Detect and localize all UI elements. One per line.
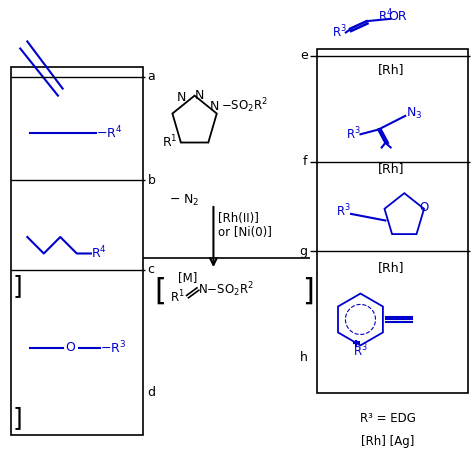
- Text: $-$R$^4$: $-$R$^4$: [96, 125, 122, 142]
- Text: R$^3$: R$^3$: [332, 24, 347, 40]
- Text: d: d: [147, 386, 155, 399]
- Text: N: N: [210, 100, 219, 112]
- Text: N$-$SO$_2$R$^2$: N$-$SO$_2$R$^2$: [198, 281, 254, 299]
- Text: $-$ N$_2$: $-$ N$_2$: [169, 193, 199, 208]
- Text: R$^4$: R$^4$: [91, 245, 107, 262]
- Text: [Rh]: [Rh]: [378, 63, 405, 76]
- Text: O: O: [65, 341, 75, 354]
- Text: [: [: [155, 277, 166, 306]
- Text: [M]: [M]: [178, 271, 198, 283]
- Text: N: N: [195, 89, 204, 102]
- Text: [Rh]: [Rh]: [378, 162, 405, 175]
- Text: R³ = EDG: R³ = EDG: [360, 412, 416, 425]
- Bar: [317, 48, 468, 392]
- Text: g: g: [300, 245, 308, 258]
- Text: or [Ni(0)]: or [Ni(0)]: [218, 226, 272, 239]
- Text: [Rh] [Ag]: [Rh] [Ag]: [361, 436, 414, 448]
- Text: O: O: [419, 201, 428, 214]
- Text: e: e: [300, 49, 308, 62]
- Text: $-$SO$_2$R$^2$: $-$SO$_2$R$^2$: [220, 97, 267, 115]
- Text: ]: ]: [302, 277, 314, 306]
- Text: R$^4$: R$^4$: [378, 8, 393, 25]
- Text: R$^3$: R$^3$: [346, 126, 361, 143]
- Text: R$^3$: R$^3$: [353, 343, 368, 359]
- Text: N: N: [177, 91, 187, 104]
- Text: b: b: [147, 174, 155, 187]
- Bar: [11, 67, 143, 435]
- Text: a: a: [147, 70, 155, 83]
- Text: R$^1$: R$^1$: [162, 134, 178, 150]
- Text: $-$R$^3$: $-$R$^3$: [100, 339, 127, 356]
- Text: R$^3$: R$^3$: [336, 203, 350, 219]
- Text: ]: ]: [12, 274, 22, 299]
- Text: [Rh]: [Rh]: [378, 261, 405, 274]
- Text: ]: ]: [12, 406, 22, 430]
- Text: h: h: [300, 351, 308, 364]
- Text: R$^1$: R$^1$: [170, 289, 185, 306]
- Text: f: f: [303, 155, 308, 168]
- Text: [Rh(II)]: [Rh(II)]: [218, 212, 259, 225]
- Text: c: c: [147, 264, 155, 276]
- Text: OR: OR: [388, 10, 407, 23]
- Text: N$_3$: N$_3$: [406, 106, 422, 121]
